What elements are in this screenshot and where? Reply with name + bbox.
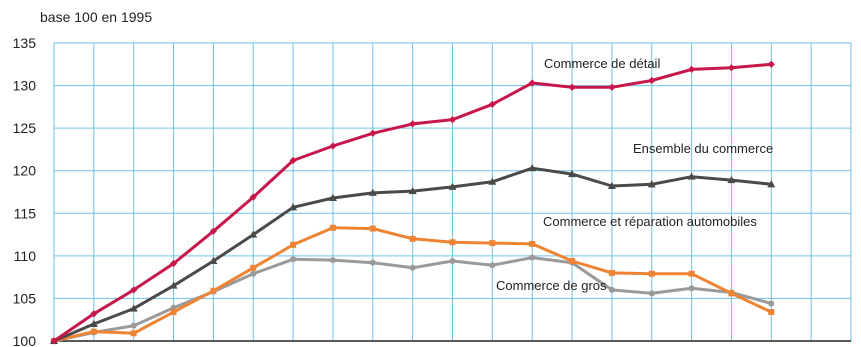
data-point xyxy=(90,328,97,335)
data-point xyxy=(648,270,655,277)
data-point xyxy=(209,256,218,264)
data-point xyxy=(289,156,297,165)
data-point xyxy=(727,175,736,184)
y-tick-label: 125 xyxy=(13,120,37,136)
series-labels: Commerce de détail Ensemble du commerce Co… xyxy=(496,56,773,293)
data-point xyxy=(169,281,178,289)
data-point xyxy=(409,264,416,271)
data-point xyxy=(449,257,456,264)
data-point xyxy=(90,310,98,318)
data-point xyxy=(89,319,98,327)
series-label-2: Ensemble du commerce xyxy=(633,141,773,156)
data-point xyxy=(529,254,536,261)
data-point xyxy=(767,60,775,68)
data-point xyxy=(647,180,656,188)
series-group xyxy=(50,60,776,345)
data-point xyxy=(369,129,377,137)
data-point xyxy=(408,186,417,195)
data-point xyxy=(249,193,257,201)
data-point xyxy=(448,116,457,124)
data-point xyxy=(130,330,137,337)
data-point xyxy=(768,300,775,307)
data-point xyxy=(528,79,536,87)
data-point xyxy=(409,120,417,128)
data-point xyxy=(648,290,655,297)
data-point xyxy=(129,304,138,312)
data-point xyxy=(210,287,217,294)
data-point xyxy=(727,64,736,72)
data-point xyxy=(767,180,776,188)
data-point xyxy=(130,322,137,329)
y-tick-label: 120 xyxy=(13,163,37,179)
data-point xyxy=(608,286,615,293)
data-point xyxy=(250,264,257,271)
data-point xyxy=(369,259,376,266)
data-point xyxy=(489,240,496,247)
data-point xyxy=(688,270,695,277)
y-unit-label: base 100 en 1995 xyxy=(40,9,152,25)
data-point xyxy=(728,290,735,297)
data-point xyxy=(409,235,416,242)
data-point xyxy=(688,65,696,73)
data-point xyxy=(529,240,536,247)
y-tick-label: 130 xyxy=(13,78,37,94)
data-point xyxy=(568,169,577,178)
series-1 xyxy=(50,60,775,345)
data-point xyxy=(130,286,138,294)
grid xyxy=(53,42,852,342)
data-point xyxy=(449,239,456,246)
data-point xyxy=(607,181,616,190)
data-point xyxy=(687,172,696,180)
data-point xyxy=(290,256,297,263)
data-point xyxy=(608,269,615,276)
data-point xyxy=(328,193,337,201)
series-label-3: Commerce et réparation automobiles xyxy=(543,214,757,229)
data-point xyxy=(488,177,497,185)
data-point xyxy=(688,285,695,292)
y-tick-labels: 100 105 110 115 120 125 130 135 xyxy=(13,35,37,347)
data-point xyxy=(368,188,377,196)
data-point xyxy=(169,259,178,268)
data-point xyxy=(50,337,58,345)
data-point xyxy=(329,224,336,231)
data-point xyxy=(369,225,376,232)
data-point xyxy=(249,230,258,238)
data-point xyxy=(250,270,257,277)
data-point xyxy=(290,241,297,248)
y-tick-label: 135 xyxy=(13,35,37,51)
y-tick-label: 110 xyxy=(14,248,37,264)
series-label-1: Commerce de détail xyxy=(544,56,660,71)
data-point xyxy=(608,83,616,91)
data-point xyxy=(569,257,576,264)
data-point xyxy=(170,309,177,316)
series-2 xyxy=(50,163,776,344)
data-point xyxy=(289,203,298,211)
data-point xyxy=(329,257,336,264)
y-tick-label: 115 xyxy=(14,205,37,221)
data-point xyxy=(209,227,217,235)
series-label-4: Commerce de gros xyxy=(496,278,607,293)
data-point xyxy=(489,262,496,269)
data-point xyxy=(329,142,337,150)
data-point xyxy=(448,182,457,190)
data-point xyxy=(488,100,496,108)
y-tick-label: 105 xyxy=(13,290,37,306)
data-point xyxy=(648,76,656,85)
data-point xyxy=(568,83,576,91)
data-point xyxy=(768,309,775,316)
data-point xyxy=(528,163,537,172)
y-tick-label: 100 xyxy=(13,333,37,347)
